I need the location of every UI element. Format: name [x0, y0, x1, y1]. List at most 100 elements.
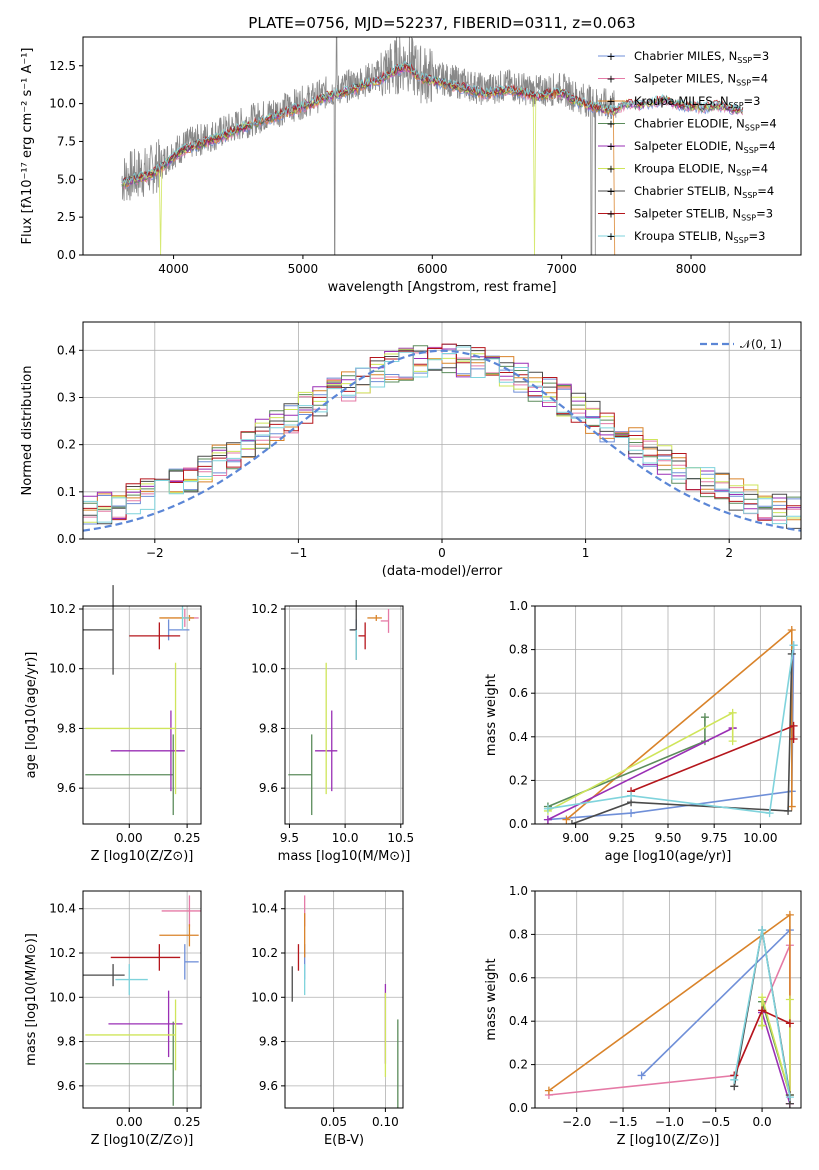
x-tick-label: 6000: [417, 262, 448, 276]
y-tick-label: 9.6: [57, 1079, 76, 1093]
x-tick-label: 0.25: [174, 1115, 201, 1129]
legend-label: Chabrier STELIB, NSSP=4: [634, 184, 774, 200]
y-tick-label: 0.6: [509, 971, 528, 985]
legend-marker: +: [606, 73, 615, 86]
weight-series-line: [761, 1012, 791, 1104]
y-tick-label: 1.0: [509, 884, 528, 898]
errorbar-point: [115, 964, 148, 996]
x-tick-label: 7000: [546, 262, 577, 276]
errorbar-point: [85, 1021, 174, 1106]
y-tick-label: 0.0: [57, 248, 76, 262]
x-axis-label: mass [log10(M/M⊙)]: [278, 849, 411, 864]
weight-series-line: [547, 717, 706, 808]
x-axis-label: age [log10(age/yr)]: [605, 849, 732, 864]
errorbar-point: [159, 924, 199, 947]
weight-marker: [544, 1086, 553, 1095]
weight-series-line: [630, 724, 795, 793]
weight-series-line: [547, 645, 795, 821]
weight-marker: [730, 1075, 739, 1084]
axes-frame: [82, 321, 802, 540]
errorbar-point: [110, 944, 181, 971]
x-tick-label: 9.50: [655, 831, 682, 845]
x-tick-label: 0.00: [116, 1115, 143, 1129]
weight-marker: [765, 809, 774, 818]
y-tick-label: 10.0: [49, 990, 76, 1004]
weight-series-line: [565, 628, 793, 821]
x-tick-label: 10.5: [387, 831, 414, 845]
legend-marker: +: [606, 185, 615, 198]
y-tick-label: 0.2: [509, 1058, 528, 1072]
errorbar-point: [83, 964, 125, 987]
weight-marker: [543, 804, 552, 813]
x-tick-label: 0: [438, 546, 446, 560]
y-tick-label: 10.0: [49, 662, 76, 676]
axes-1: 4000 5000 6000 7000 8000 0.0 2.5 5.0 7.5 10.0 12.5…: [20, 14, 802, 295]
axes-4: 9.5 10.0 10.5 9.6 9.8 10.0 10.2 mass [log10(M/M…: [251, 600, 414, 864]
legend-marker: +: [606, 95, 615, 108]
weight-marker: [543, 815, 552, 824]
y-tick-label: 0.8: [509, 643, 528, 657]
axes-frame: [534, 605, 802, 825]
x-tick-label: −2: [146, 546, 164, 560]
weight-marker: [787, 625, 796, 634]
weight-marker: [785, 1093, 794, 1102]
y-tick-label: 2.5: [57, 210, 76, 224]
weight-marker: [562, 815, 571, 824]
legend-marker: +: [606, 230, 615, 243]
weight-marker: [700, 713, 709, 722]
y-tick-label: 0.2: [509, 773, 528, 787]
x-tick-label: −2.0: [562, 1115, 591, 1129]
x-tick-label: 10.00: [743, 831, 777, 845]
y-tick-label: 5.0: [57, 172, 76, 186]
model-series-line: [121, 62, 744, 255]
residual-histogram: [83, 343, 801, 521]
x-tick-label: −1.0: [655, 1115, 684, 1129]
y-tick-label: 10.0: [251, 990, 278, 1004]
chart-title: PLATE=0756, MJD=52237, FIBERID=0311, z=0…: [248, 14, 635, 32]
x-tick-label: 9.00: [562, 831, 589, 845]
weight-marker: [627, 791, 636, 800]
residual-histogram: [83, 346, 801, 529]
x-axis-label: Z [log10(Z/Z⊙)]: [91, 849, 194, 864]
weight-marker: [785, 910, 794, 919]
y-tick-label: 10.4: [49, 902, 76, 916]
errorbar-point: [83, 585, 114, 675]
legend-marker: +: [606, 163, 615, 176]
errorbar-point: [85, 662, 177, 795]
plot-area: [544, 910, 794, 1108]
y-tick-label: 0.4: [509, 730, 528, 744]
errorbar-point: [380, 608, 390, 633]
x-tick-label: 5000: [288, 262, 319, 276]
x-axis-label: E(B-V): [324, 1133, 364, 1148]
y-tick-label: 10.2: [251, 946, 278, 960]
axes-frame: [284, 890, 404, 1109]
y-tick-label: 0.0: [509, 1101, 528, 1115]
legend-label: Chabrier ELODIE, NSSP=4: [634, 117, 777, 133]
legend-label: Kroupa STELIB, NSSP=3: [634, 229, 765, 245]
x-tick-label: 1: [582, 546, 590, 560]
x-axis-label: wavelength [Angstrom, rest frame]: [328, 280, 557, 295]
y-tick-label: 0.4: [509, 1014, 528, 1028]
x-tick-label: 9.5: [280, 831, 299, 845]
y-tick-label: 9.8: [259, 721, 278, 735]
x-tick-label: −1: [290, 546, 308, 560]
x-axis-label: Z [log10(Z/Z⊙)]: [617, 1133, 720, 1148]
axes-6: 0.00 0.25 9.6 9.8 10.0 10.2 10.4 Z [log10(Z/Z⊙)…: [24, 890, 202, 1148]
y-axis-label: age [log10(age/yr)]: [24, 652, 39, 779]
axes-frame: [82, 605, 202, 825]
plot-area: [121, 37, 744, 255]
weight-marker: [758, 1006, 767, 1015]
errorbar-point: [108, 990, 183, 1058]
y-tick-label: 10.2: [49, 602, 76, 616]
y-tick-label: 9.8: [57, 1035, 76, 1049]
x-tick-label: 0.00: [116, 831, 143, 845]
y-tick-label: 10.0: [251, 662, 278, 676]
y-tick-label: 0.8: [509, 927, 528, 941]
weight-marker: [784, 806, 793, 815]
y-axis-label: Normed distribution: [20, 366, 35, 496]
y-tick-label: 0.4: [57, 343, 76, 357]
weight-marker: [789, 734, 798, 743]
y-tick-label: 9.8: [57, 721, 76, 735]
weight-marker: [567, 820, 576, 824]
